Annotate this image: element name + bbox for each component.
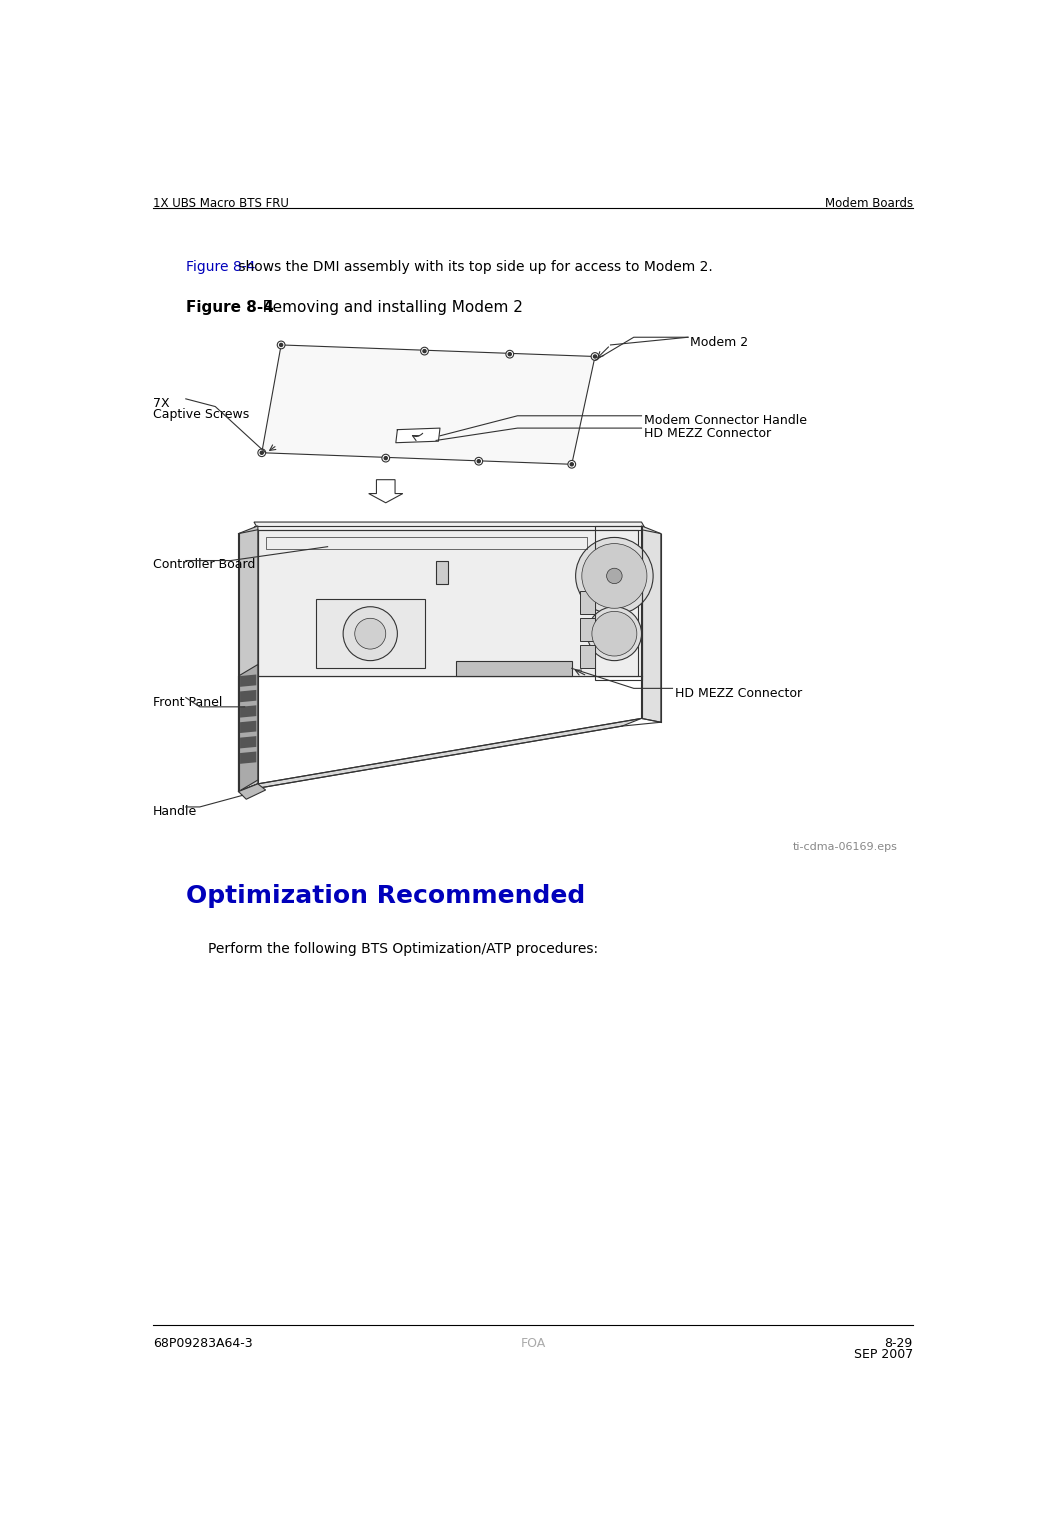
Circle shape (423, 350, 426, 353)
Text: Modem Connector Handle: Modem Connector Handle (644, 414, 807, 428)
Polygon shape (254, 525, 642, 676)
Polygon shape (240, 705, 256, 718)
Polygon shape (238, 783, 265, 799)
Text: Removing and installing Modem 2: Removing and installing Modem 2 (248, 301, 523, 315)
Text: HD MEZZ Connector: HD MEZZ Connector (644, 426, 771, 440)
Polygon shape (436, 560, 448, 583)
Text: FOA: FOA (520, 1336, 546, 1350)
Polygon shape (396, 428, 440, 443)
Polygon shape (240, 751, 256, 764)
Polygon shape (258, 530, 638, 676)
Text: Figure 8-4: Figure 8-4 (186, 260, 255, 275)
Text: shows the DMI assembly with its top side up for access to Modem 2.: shows the DMI assembly with its top side… (234, 260, 712, 275)
Polygon shape (579, 591, 595, 614)
Circle shape (570, 463, 573, 466)
Circle shape (384, 457, 387, 460)
Polygon shape (240, 675, 256, 687)
Circle shape (420, 347, 428, 354)
Polygon shape (579, 618, 595, 641)
Circle shape (592, 611, 636, 657)
Circle shape (568, 461, 575, 469)
Circle shape (280, 344, 283, 347)
Text: 68P09283A64-3: 68P09283A64-3 (153, 1336, 253, 1350)
Text: Handle: Handle (153, 805, 198, 818)
Circle shape (606, 568, 622, 583)
Text: Captive Screws: Captive Screws (153, 408, 250, 421)
Text: Modem Boards: Modem Boards (825, 197, 913, 211)
Polygon shape (240, 736, 256, 748)
Circle shape (355, 618, 386, 649)
Polygon shape (238, 664, 258, 791)
Circle shape (575, 538, 653, 614)
Polygon shape (579, 646, 595, 669)
Polygon shape (240, 690, 256, 702)
Polygon shape (456, 661, 572, 676)
Circle shape (509, 353, 512, 356)
Text: Controller Board: Controller Board (153, 559, 256, 571)
Circle shape (278, 341, 285, 348)
Circle shape (581, 544, 647, 608)
Text: ti-cdma-06169.eps: ti-cdma-06169.eps (792, 841, 898, 852)
Circle shape (382, 454, 390, 463)
Text: SEP 2007: SEP 2007 (854, 1348, 913, 1361)
Text: 8-29: 8-29 (884, 1336, 913, 1350)
Text: Optimization Recommended: Optimization Recommended (186, 884, 586, 909)
Text: Figure 8-4: Figure 8-4 (186, 301, 274, 315)
Circle shape (258, 449, 265, 457)
Circle shape (477, 460, 480, 463)
Text: HD MEZZ Connector: HD MEZZ Connector (675, 687, 802, 699)
Circle shape (588, 606, 642, 661)
Polygon shape (238, 525, 258, 791)
Polygon shape (254, 522, 657, 550)
Text: 7X: 7X (153, 397, 170, 411)
Circle shape (343, 606, 397, 661)
Polygon shape (369, 479, 402, 502)
Text: Perform the following BTS Optimization/ATP procedures:: Perform the following BTS Optimization/A… (208, 942, 598, 956)
Polygon shape (240, 721, 256, 733)
Circle shape (505, 350, 514, 357)
Polygon shape (262, 345, 595, 464)
Circle shape (591, 353, 599, 360)
Text: 1X UBS Macro BTS FRU: 1X UBS Macro BTS FRU (153, 197, 289, 211)
Circle shape (260, 450, 263, 454)
Circle shape (475, 458, 483, 466)
Polygon shape (316, 599, 424, 669)
Circle shape (594, 354, 597, 357)
Polygon shape (238, 718, 642, 791)
Polygon shape (642, 525, 660, 722)
Text: Modem 2: Modem 2 (691, 336, 749, 348)
Text: Front Panel: Front Panel (153, 696, 223, 709)
